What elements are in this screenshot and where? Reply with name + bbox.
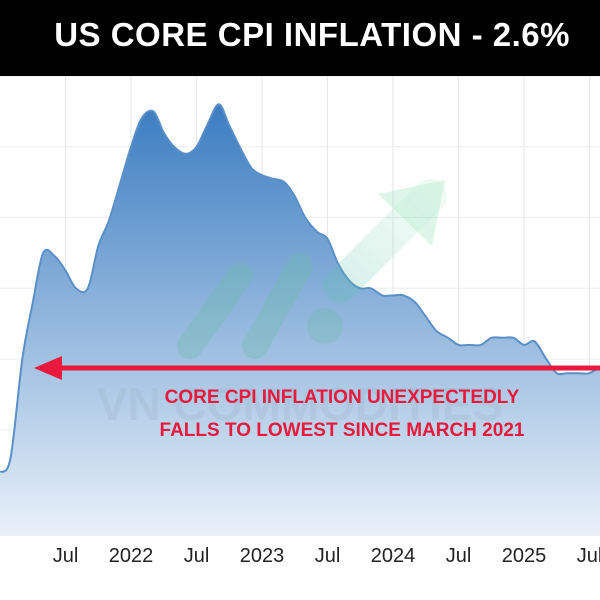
x-tick-label: Jul <box>315 545 341 567</box>
red-arrow <box>34 356 600 380</box>
annotation-line-1: CORE CPI INFLATION UNEXPECTEDLY <box>165 387 520 408</box>
x-tick-label: Jul <box>53 545 79 567</box>
chart-title: US CORE CPI INFLATION - 2.6% <box>54 16 570 53</box>
x-tick-label: 2022 <box>109 545 154 567</box>
x-tick-label: Jul <box>446 545 472 567</box>
watermark-text: VN COMMODITIES <box>97 378 503 430</box>
x-tick-label: Jul <box>577 545 600 567</box>
area-fill <box>0 104 600 537</box>
x-tick-label: 2025 <box>502 545 547 567</box>
watermark-logo <box>177 179 447 359</box>
x-tick-label: 2023 <box>240 545 285 567</box>
series-line <box>0 103 600 474</box>
x-axis-ticks: Jul 2022 Jul 2023 Jul 2024 Jul 2025 Jul <box>53 545 600 567</box>
x-tick-label: 2024 <box>371 545 416 567</box>
chart-area: VN COMMODITIES CORE CPI INFLATION UNEXPE… <box>0 76 600 600</box>
chart-svg: VN COMMODITIES CORE CPI INFLATION UNEXPE… <box>0 76 600 567</box>
x-tick-label: Jul <box>184 545 210 567</box>
title-bar: US CORE CPI INFLATION - 2.6% <box>0 0 600 76</box>
annotation-line-2: FALLS TO LOWEST SINCE MARCH 2021 <box>160 420 525 441</box>
